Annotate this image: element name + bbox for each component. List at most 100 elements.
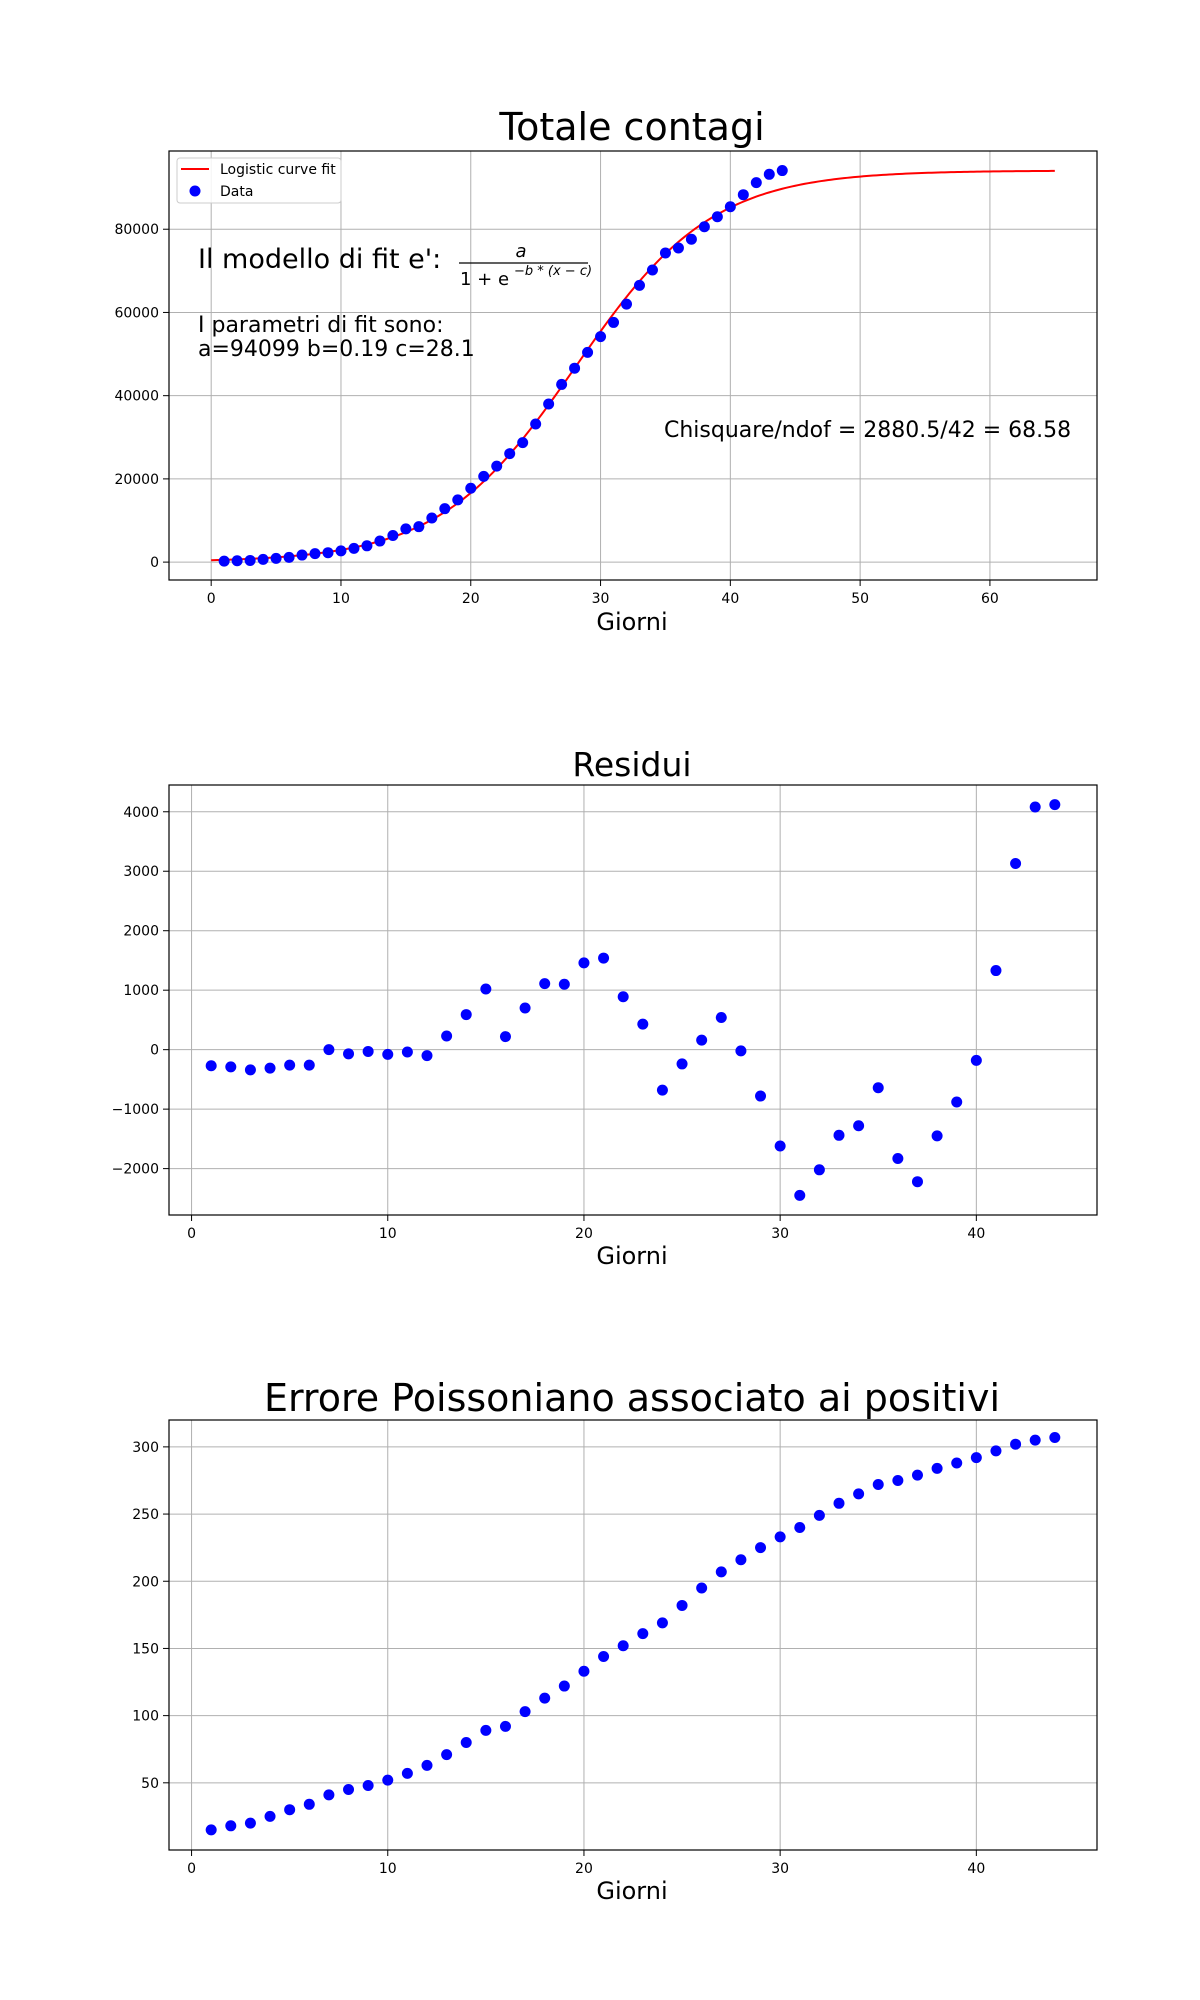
- chisquare-text: Chisquare/ndof = 2880.5/42 = 68.58: [664, 418, 1071, 443]
- legend-entry-fit: Logistic curve fit: [220, 162, 336, 178]
- data-point: [715, 1566, 727, 1578]
- data-point: [1029, 1434, 1041, 1446]
- data-point: [608, 316, 620, 328]
- y-tick-label: 1000: [123, 983, 159, 999]
- chart-residuals: Residui 0 10 20 30 40 −2000 −1000 0 1000 2000 3000…: [112, 745, 1098, 1270]
- data-point: [303, 1798, 315, 1810]
- data-point: [853, 1120, 865, 1132]
- y-tick-label: −1000: [112, 1102, 159, 1118]
- x-tick-label: 50: [851, 591, 869, 607]
- data-point: [362, 1780, 374, 1791]
- data-point: [569, 362, 581, 374]
- data-point: [794, 1522, 806, 1533]
- data-point: [343, 1048, 355, 1060]
- y-tick-label: 300: [132, 1440, 159, 1456]
- data-point: [774, 1140, 786, 1152]
- legend-entry-data: Data: [220, 184, 253, 200]
- data-point: [343, 1784, 355, 1796]
- y-tick-label: 250: [132, 1507, 159, 1523]
- x-tick-label: 20: [462, 591, 480, 607]
- data-point: [530, 418, 542, 430]
- plot-frame: [168, 784, 1098, 1216]
- data-point: [401, 1046, 413, 1058]
- y-tick-label: 3000: [123, 864, 159, 880]
- data-point: [578, 957, 590, 969]
- data-point: [990, 965, 1002, 977]
- data-point: [348, 542, 360, 554]
- data-point: [621, 298, 633, 310]
- data-point: [598, 952, 610, 964]
- y-tick-label: 150: [132, 1641, 159, 1657]
- data-point: [911, 1469, 923, 1481]
- data-point: [382, 1774, 394, 1786]
- data-point: [284, 1804, 296, 1816]
- data-point: [374, 535, 386, 547]
- data-point: [361, 540, 373, 552]
- data-point: [264, 1810, 276, 1822]
- data-point: [617, 1640, 629, 1652]
- data-point: [460, 1009, 472, 1021]
- data-point: [685, 233, 697, 245]
- data-point: [659, 247, 671, 259]
- formula-exponent: −b * (x − c): [514, 264, 592, 279]
- data-point: [499, 1031, 511, 1043]
- data-point: [698, 221, 710, 233]
- legend-data-marker: [189, 185, 201, 197]
- data-point: [225, 1061, 237, 1073]
- formula-denominator: 1 + e: [460, 269, 509, 290]
- data-point: [833, 1497, 845, 1509]
- params-line-2: a=94099 b=0.19 c=28.1: [198, 337, 475, 362]
- y-tick-label: 200: [132, 1574, 159, 1590]
- y-tick-label: 50: [141, 1776, 159, 1792]
- data-point: [970, 1452, 982, 1464]
- data-point: [595, 331, 607, 343]
- data-point: [951, 1096, 963, 1108]
- y-tick-label: 40000: [114, 389, 159, 405]
- data-point: [951, 1457, 963, 1469]
- data-point: [853, 1488, 865, 1500]
- formula-numerator: a: [515, 241, 526, 262]
- data-point: [646, 264, 658, 276]
- data-point: [205, 1060, 217, 1072]
- data-point: [1049, 1431, 1061, 1443]
- data-point: [426, 512, 438, 524]
- x-axis-label: Giorni: [596, 608, 667, 636]
- data-point: [322, 547, 334, 559]
- data-point: [970, 1054, 982, 1066]
- data-point: [257, 553, 269, 565]
- params-line-1: I parametri di fit sono:: [198, 313, 443, 338]
- x-axis-label: Giorni: [596, 1877, 667, 1905]
- data-point: [990, 1445, 1002, 1457]
- data-point: [794, 1189, 806, 1201]
- data-point: [556, 378, 568, 390]
- data-point: [264, 1062, 276, 1074]
- x-axis-label: Giorni: [596, 1242, 667, 1270]
- data-point: [413, 521, 425, 533]
- data-point: [244, 1064, 256, 1076]
- data-point: [421, 1050, 433, 1062]
- data-point: [1049, 799, 1061, 811]
- data-point: [735, 1554, 747, 1566]
- data-point: [892, 1474, 904, 1486]
- data-point: [218, 555, 230, 567]
- data-point: [323, 1044, 335, 1056]
- data-point: [1029, 801, 1041, 813]
- data-point: [696, 1582, 708, 1594]
- x-tick-label: 30: [592, 591, 610, 607]
- data-point: [491, 460, 503, 472]
- chart-title: Residui: [572, 745, 691, 784]
- data-point: [755, 1542, 767, 1554]
- y-tick-label: −2000: [112, 1162, 159, 1178]
- y-tick-label: 0: [150, 1043, 159, 1059]
- chart-title: Totale contagi: [498, 105, 764, 149]
- data-point: [617, 991, 629, 1003]
- data-point: [362, 1045, 374, 1057]
- data-point: [813, 1164, 825, 1176]
- data-point: [711, 211, 723, 223]
- data-point: [724, 201, 736, 213]
- data-point: [578, 1665, 590, 1677]
- model-text: Il modello di fit e':: [198, 244, 441, 275]
- data-point: [558, 978, 570, 990]
- data-point: [401, 1767, 413, 1779]
- chart-poisson-error: Errore Poissoniano associato ai positivi…: [132, 1376, 1098, 1905]
